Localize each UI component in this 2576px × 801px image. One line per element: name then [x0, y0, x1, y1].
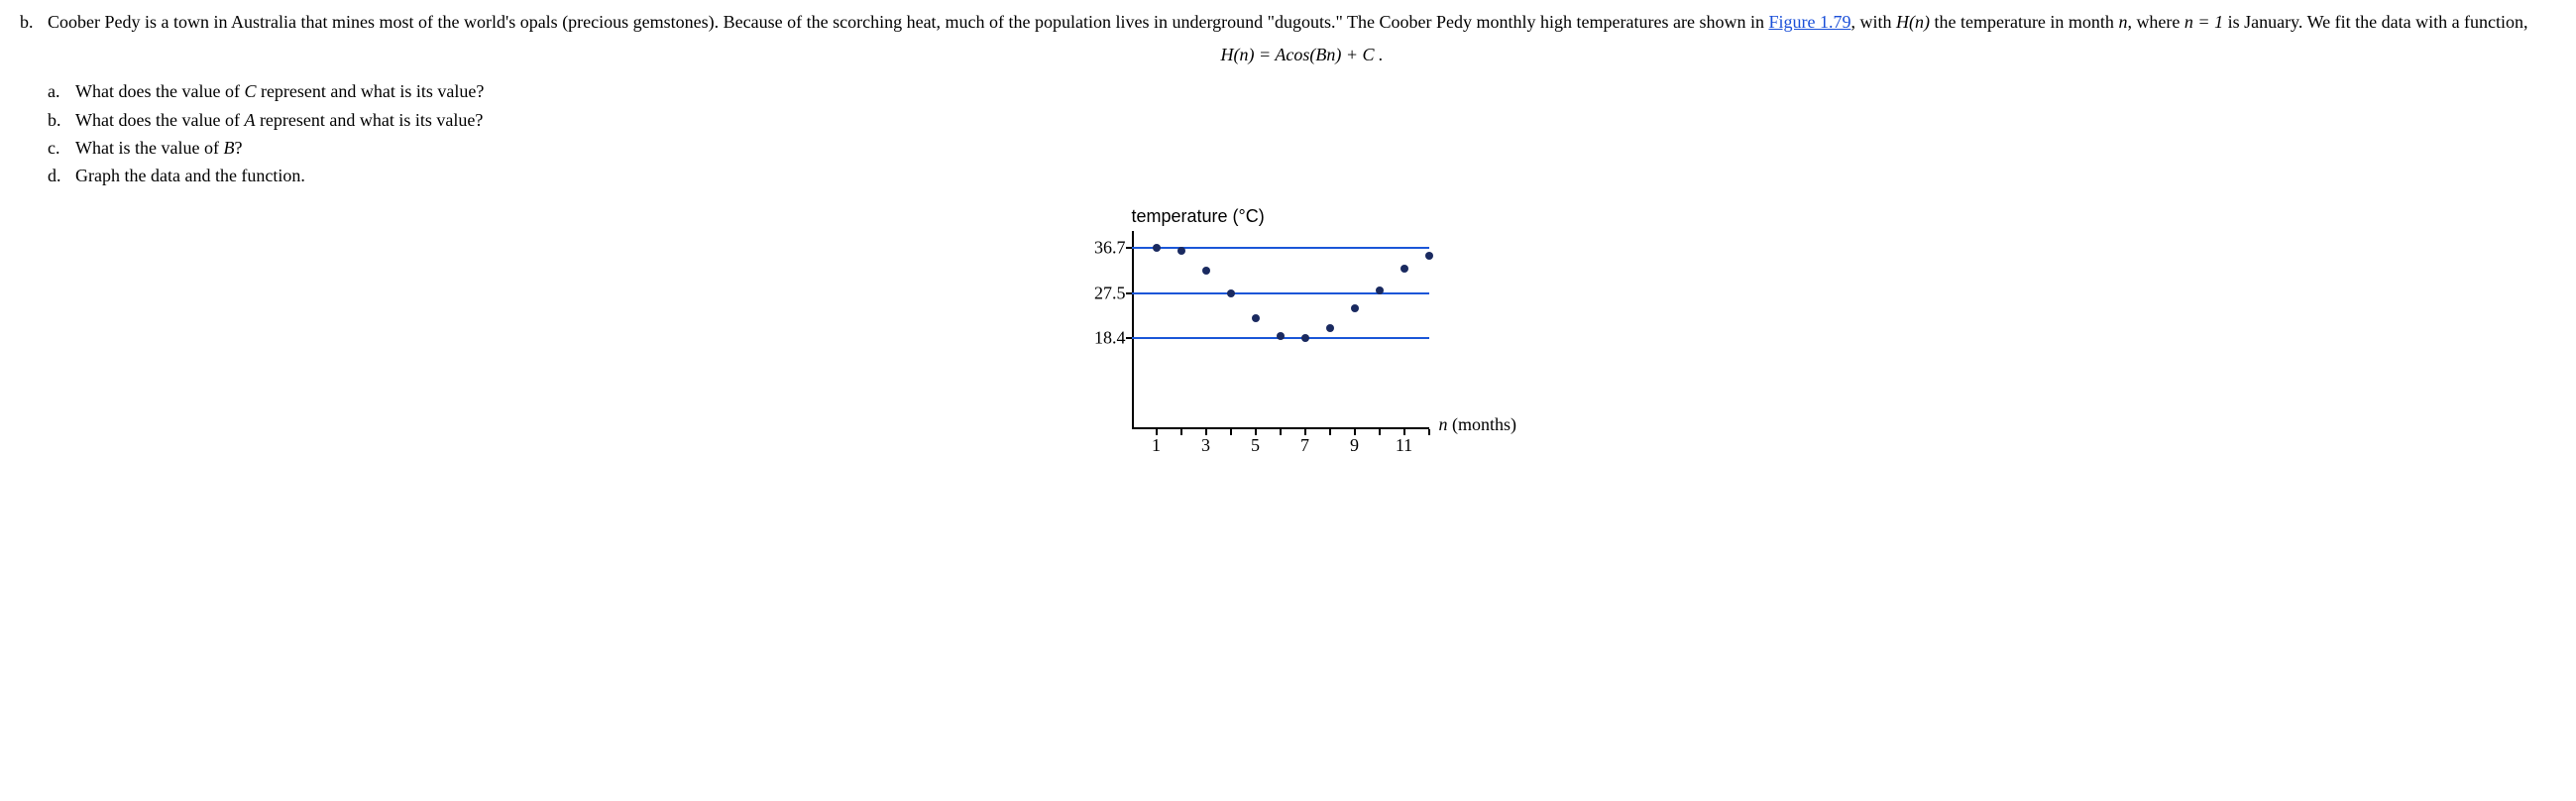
- y-axis: [1132, 231, 1134, 429]
- x-tick-label: 9: [1350, 429, 1359, 458]
- intro-text-d: , where: [2127, 12, 2184, 32]
- data-point: [1202, 267, 1210, 275]
- chart-hline: [1132, 292, 1429, 294]
- intro-text-a: Coober Pedy is a town in Australia that …: [48, 12, 1768, 32]
- sub-text: What is the value of B?: [75, 136, 242, 161]
- x-tick-mark: [1379, 429, 1381, 435]
- sub-item: d. Graph the data and the function.: [48, 164, 2556, 188]
- x-tick-mark: [1180, 429, 1182, 435]
- figure-link[interactable]: Figure 1.79: [1768, 12, 1850, 32]
- sub-item: c. What is the value of B?: [48, 136, 2556, 161]
- sub-text: Graph the data and the function.: [75, 164, 305, 188]
- data-point: [1177, 247, 1185, 255]
- sub-marker: c.: [48, 136, 67, 161]
- sub-text: What does the value of C represent and w…: [75, 79, 484, 104]
- chart-hline: [1132, 247, 1429, 249]
- data-point: [1376, 286, 1384, 294]
- formula: H(n) = Acos(Bn) + C .: [48, 43, 2556, 67]
- data-point: [1277, 332, 1285, 340]
- problem-body: Coober Pedy is a town in Australia that …: [48, 10, 2556, 429]
- x-tick-label: 5: [1251, 429, 1260, 458]
- data-point: [1301, 334, 1309, 342]
- intro-text-c: the temperature in month: [1930, 12, 2118, 32]
- intro-text-e: is January. We fit the data with a funct…: [2223, 12, 2527, 32]
- x-tick-mark: [1329, 429, 1331, 435]
- data-point: [1326, 324, 1334, 332]
- problem-intro: Coober Pedy is a town in Australia that …: [48, 10, 2556, 35]
- y-axis-title: temperature (°C): [1132, 204, 1520, 229]
- data-point: [1153, 244, 1161, 252]
- data-point: [1252, 314, 1260, 322]
- data-point: [1400, 265, 1408, 273]
- h-of-n: H(n): [1896, 12, 1930, 32]
- n-eq: n = 1: [2184, 12, 2223, 32]
- x-tick-mark: [1428, 429, 1430, 435]
- x-tick-label: 1: [1152, 429, 1161, 458]
- sub-questions: a. What does the value of C represent an…: [48, 79, 2556, 188]
- sub-text: What does the value of A represent and w…: [75, 108, 483, 133]
- problem: b. Coober Pedy is a town in Australia th…: [20, 10, 2556, 429]
- data-point: [1351, 304, 1359, 312]
- sub-marker: d.: [48, 164, 67, 188]
- x-tick-mark: [1230, 429, 1232, 435]
- sub-item: a. What does the value of C represent an…: [48, 79, 2556, 104]
- x-tick-label: 3: [1201, 429, 1210, 458]
- data-point: [1425, 252, 1433, 260]
- sub-marker: a.: [48, 79, 67, 104]
- plot-area: n (months) 36.727.518.41357911: [1132, 231, 1429, 429]
- x-axis-label: n (months): [1429, 412, 1517, 437]
- x-tick-mark: [1280, 429, 1282, 435]
- x-tick-label: 7: [1300, 429, 1309, 458]
- problem-number: b.: [20, 10, 40, 429]
- temperature-chart: temperature (°C) n (months) 36.727.518.4…: [1084, 204, 1520, 429]
- intro-text-b: , with: [1850, 12, 1896, 32]
- chart-wrap: temperature (°C) n (months) 36.727.518.4…: [48, 204, 2556, 429]
- sub-marker: b.: [48, 108, 67, 133]
- sub-item: b. What does the value of A represent an…: [48, 108, 2556, 133]
- data-point: [1227, 289, 1235, 297]
- x-tick-label: 11: [1396, 429, 1412, 458]
